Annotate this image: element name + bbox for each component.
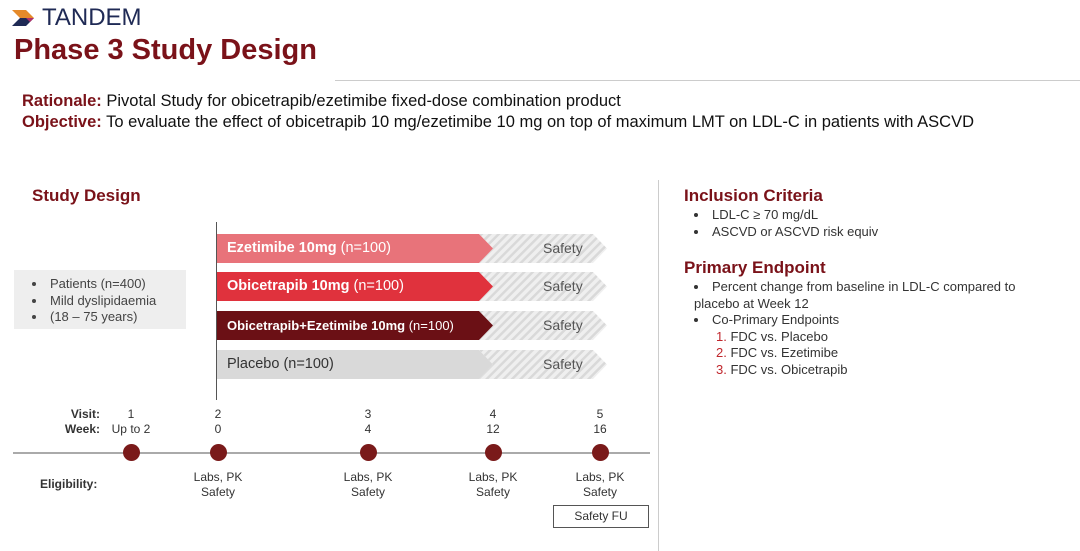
vertical-divider	[658, 180, 659, 551]
visit-dot	[360, 444, 377, 461]
visit-week: 0	[214, 422, 222, 436]
arm-row: Placebo (n=100) Safety	[217, 350, 617, 379]
endpoint-item: Percent change from baseline in LDL-C co…	[694, 279, 1054, 312]
visit-week: 16	[593, 422, 607, 436]
page-title: Phase 3 Study Design	[14, 34, 317, 66]
visit-number: 3	[364, 407, 372, 421]
visit-labs: Labs, PK	[193, 470, 243, 484]
visit-number: 1	[127, 407, 135, 421]
arm-arrow	[217, 311, 607, 340]
patients-item: Mild dyslipidaemia	[32, 293, 186, 310]
visit-dot	[123, 444, 140, 461]
safety-fu-box: Safety FU	[553, 505, 649, 528]
objective: Objective: To evaluate the effect of obi…	[22, 113, 974, 132]
visit-label: Visit:	[70, 407, 100, 421]
visit-safety: Safety	[582, 485, 618, 499]
visit-number: 5	[596, 407, 604, 421]
inclusion-item: ASCVD or ASCVD risk equiv	[694, 224, 878, 241]
visit-week: 12	[486, 422, 500, 436]
visit-labs: Labs, PK	[575, 470, 625, 484]
arm-arrow	[217, 234, 607, 263]
visit-number: 4	[489, 407, 497, 421]
arm-safety-label: Safety	[543, 356, 583, 372]
endpoint-list: Percent change from baseline in LDL-C co…	[694, 279, 1054, 378]
rationale: Rationale: Pivotal Study for obicetrapib…	[22, 92, 621, 111]
rationale-label: Rationale:	[22, 92, 102, 110]
patients-box: Patients (n=400) Mild dyslipidaemia (18 …	[14, 270, 186, 329]
visit-dot	[592, 444, 609, 461]
endpoint-sub-item: 1. FDC vs. Placebo	[716, 328, 829, 344]
arm-safety-label: Safety	[543, 317, 583, 333]
arm-label: Obicetrapib 10mg (n=100)	[227, 278, 404, 294]
endpoint-heading: Primary Endpoint	[684, 258, 826, 277]
objective-label: Objective:	[22, 113, 102, 131]
visit-labs: Labs, PK	[468, 470, 518, 484]
arm-safety-label: Safety	[543, 240, 583, 256]
divider	[335, 80, 1080, 81]
endpoint-sub-item: 2. FDC vs. Ezetimibe	[716, 345, 839, 360]
randomization-line	[216, 222, 217, 400]
arm-row: Obicetrapib+Ezetimibe 10mg (n=100) Safet…	[217, 311, 617, 340]
visit-labs: Labs, PK	[343, 470, 393, 484]
endpoint-item: Co-Primary Endpoints	[694, 312, 1054, 329]
arm-arrow	[217, 272, 607, 301]
timeline-axis	[13, 452, 650, 454]
inclusion-item: LDL-C ≥ 70 mg/dL	[694, 207, 878, 224]
arm-arrow	[217, 350, 607, 379]
patients-item: Patients (n=400)	[32, 276, 186, 293]
arm-row: Ezetimibe 10mg (n=100) Safety	[217, 234, 617, 263]
patients-item: (18 – 75 years)	[32, 309, 186, 326]
visit-week: Up to 2	[111, 422, 151, 436]
visit-dot	[210, 444, 227, 461]
inclusion-heading: Inclusion Criteria	[684, 186, 823, 205]
visit-number: 2	[214, 407, 222, 421]
visit-safety: Safety	[350, 485, 386, 499]
visit-safety: Safety	[200, 485, 236, 499]
endpoint-sub-item: 3. FDC vs. Obicetrapib	[716, 361, 848, 377]
inclusion-list: LDL-C ≥ 70 mg/dL ASCVD or ASCVD risk equ…	[694, 207, 878, 240]
arm-safety-label: Safety	[543, 278, 583, 294]
visit-week: 4	[364, 422, 372, 436]
arm-label: Placebo (n=100)	[227, 356, 334, 372]
rationale-text: Pivotal Study for obicetrapib/ezetimibe …	[106, 92, 621, 110]
week-label: Week:	[64, 422, 100, 436]
objective-text: To evaluate the effect of obicetrapib 10…	[106, 113, 974, 131]
tandem-logo: TANDEM	[12, 4, 142, 32]
eligibility-label: Eligibility:	[40, 477, 98, 491]
logo-text: TANDEM	[42, 4, 142, 31]
arm-label: Ezetimibe 10mg (n=100)	[227, 240, 392, 256]
arm-label: Obicetrapib+Ezetimibe 10mg (n=100)	[227, 318, 454, 333]
visit-safety: Safety	[475, 485, 511, 499]
logo-chevron-icon	[12, 10, 34, 26]
arm-row: Obicetrapib 10mg (n=100) Safety	[217, 272, 617, 301]
study-design-heading: Study Design	[32, 186, 141, 205]
visit-dot	[485, 444, 502, 461]
